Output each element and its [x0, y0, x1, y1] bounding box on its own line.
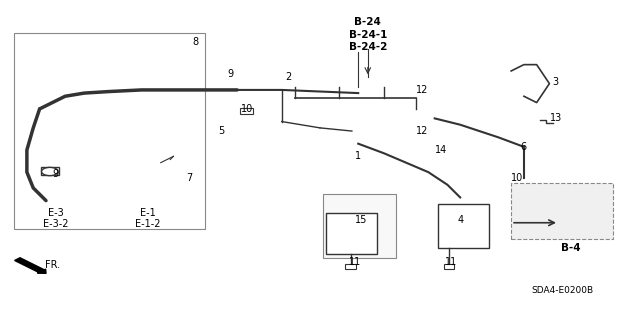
- Text: 14: 14: [435, 145, 447, 155]
- Text: B-24: B-24: [355, 17, 381, 27]
- Text: 1: 1: [355, 151, 362, 161]
- Text: B-24-1: B-24-1: [349, 30, 387, 40]
- Text: 15: 15: [355, 215, 367, 225]
- Text: 12: 12: [416, 126, 428, 136]
- Bar: [326, 213, 378, 254]
- Bar: [14, 33, 205, 229]
- Text: SDA4-E0200B: SDA4-E0200B: [531, 286, 593, 295]
- Text: B-24-2: B-24-2: [349, 42, 387, 52]
- Text: FR.: FR.: [45, 260, 60, 271]
- Text: 11: 11: [445, 257, 457, 267]
- Text: E-3: E-3: [47, 208, 63, 218]
- Text: 11: 11: [349, 257, 361, 267]
- Text: E-3-2: E-3-2: [43, 219, 68, 229]
- FancyArrow shape: [15, 258, 46, 273]
- Text: 9: 9: [228, 69, 234, 79]
- Text: 9: 9: [52, 169, 59, 179]
- Text: 10: 10: [241, 104, 253, 114]
- Text: E-1: E-1: [140, 208, 156, 218]
- Text: 7: 7: [186, 174, 193, 183]
- Text: 13: 13: [550, 113, 562, 123]
- Text: 8: 8: [193, 38, 199, 48]
- Text: 12: 12: [416, 85, 428, 95]
- Bar: [346, 264, 356, 269]
- Bar: [241, 108, 253, 114]
- Text: 4: 4: [457, 215, 463, 225]
- Bar: [41, 167, 59, 175]
- Circle shape: [42, 167, 58, 176]
- Text: B-4: B-4: [561, 243, 580, 253]
- Text: 6: 6: [521, 142, 527, 152]
- Bar: [444, 264, 454, 269]
- Text: 3: 3: [553, 77, 559, 87]
- Bar: [511, 183, 613, 239]
- Text: E-1-2: E-1-2: [135, 219, 161, 229]
- Text: 10: 10: [511, 174, 524, 183]
- Text: 2: 2: [285, 72, 291, 82]
- Bar: [438, 204, 489, 248]
- Bar: [323, 194, 396, 257]
- Text: 5: 5: [218, 126, 225, 136]
